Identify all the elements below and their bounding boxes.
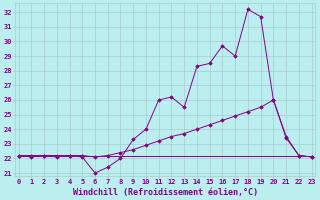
X-axis label: Windchill (Refroidissement éolien,°C): Windchill (Refroidissement éolien,°C) [73,188,258,197]
